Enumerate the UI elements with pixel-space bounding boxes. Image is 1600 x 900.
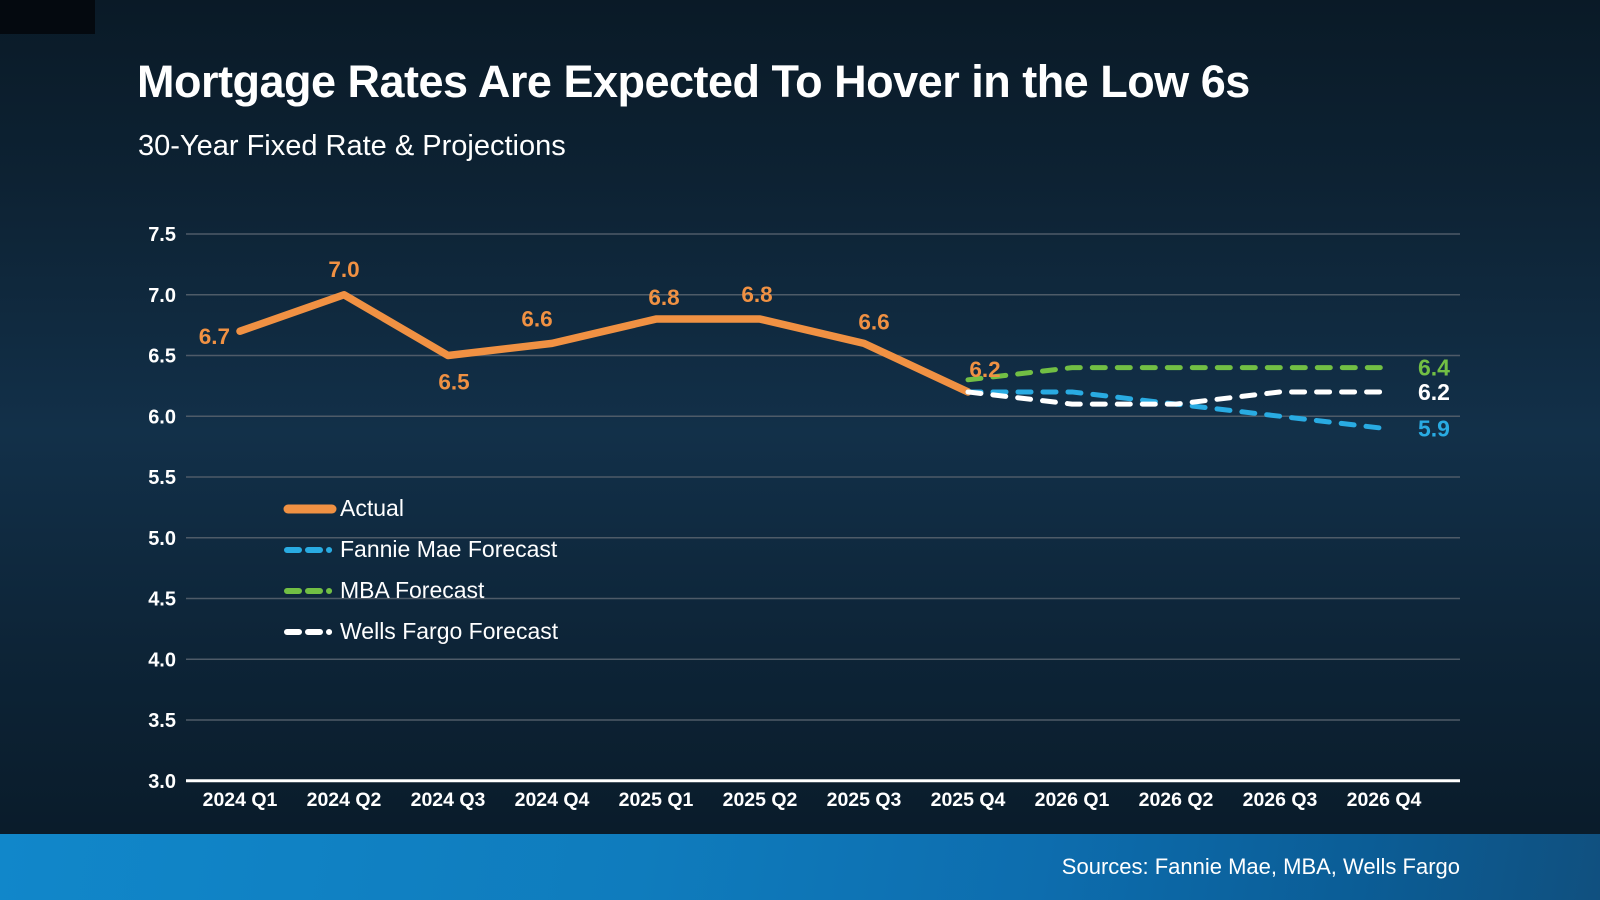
y-tick-label: 5.5 <box>148 467 176 489</box>
chart-legend: Actual Fannie Mae Forecast MBA Forecast … <box>283 488 558 652</box>
page-title: Mortgage Rates Are Expected To Hover in … <box>137 56 1250 107</box>
data-label: 6.8 <box>741 282 772 307</box>
legend-item-actual: Actual <box>283 488 558 529</box>
y-tick-label: 4.5 <box>148 589 176 611</box>
fannie-mae-dashed-swatch-icon <box>284 546 338 553</box>
end-value-label-mba-forecast: 6.4 <box>1418 355 1450 381</box>
end-value-label-fannie-mae-forecast: 5.9 <box>1418 415 1450 441</box>
series-line-mba-forecast <box>965 365 1387 383</box>
actual-line-swatch-icon <box>283 504 337 513</box>
y-tick-label: 5.0 <box>148 528 176 550</box>
footer-bar: Sources: Fannie Mae, MBA, Wells Fargo <box>0 834 1600 900</box>
x-tick-label: 2026 Q1 <box>1035 789 1110 811</box>
legend-label-wells-fargo: Wells Fargo Forecast <box>340 618 559 644</box>
legend-label-fannie-mae: Fannie Mae Forecast <box>340 536 558 562</box>
x-tick-label: 2025 Q3 <box>827 789 902 811</box>
y-tick-label: 6.0 <box>148 406 176 428</box>
x-tick-label: 2024 Q3 <box>411 789 486 811</box>
legend-item-mba: MBA Forecast <box>283 570 558 611</box>
data-label: 6.5 <box>438 370 469 395</box>
wells-fargo-dashed-swatch-icon <box>284 628 338 635</box>
x-tick-label: 2025 Q4 <box>931 789 1006 811</box>
x-tick-label: 2025 Q1 <box>619 789 694 811</box>
x-tick-label: 2026 Q4 <box>1347 789 1422 811</box>
end-value-label-wells-fargo-forecast: 6.2 <box>1418 379 1450 405</box>
data-label: 7.0 <box>328 257 359 282</box>
y-tick-label: 4.0 <box>148 649 176 671</box>
y-tick-label: 7.0 <box>148 285 176 307</box>
y-tick-label: 3.5 <box>148 710 176 732</box>
legend-label-mba: MBA Forecast <box>340 577 485 603</box>
legend-item-wells-fargo: Wells Fargo Forecast <box>283 611 558 652</box>
x-tick-label: 2026 Q2 <box>1139 789 1214 811</box>
mba-dashed-swatch-icon <box>284 587 338 594</box>
data-label: 6.6 <box>521 306 552 331</box>
data-label: 6.6 <box>858 309 889 334</box>
page-subtitle: 30-Year Fixed Rate & Projections <box>138 130 566 162</box>
data-label: 6.8 <box>648 285 679 310</box>
x-tick-label: 2026 Q3 <box>1243 789 1318 811</box>
series-line-actual <box>236 291 972 396</box>
y-tick-label: 3.0 <box>148 771 176 793</box>
x-tick-label: 2024 Q4 <box>515 789 590 811</box>
data-label: 6.2 <box>969 357 1000 382</box>
top-left-dark-patch <box>0 0 95 34</box>
x-tick-label: 2025 Q2 <box>723 789 798 811</box>
x-tick-label: 2024 Q2 <box>307 789 382 811</box>
y-tick-label: 6.5 <box>148 346 176 368</box>
y-tick-label: 7.5 <box>148 224 176 246</box>
data-label: 6.7 <box>199 324 230 349</box>
sources-text: Sources: Fannie Mae, MBA, Wells Fargo <box>1061 854 1460 879</box>
x-tick-label: 2024 Q1 <box>203 789 278 811</box>
legend-label-actual: Actual <box>340 495 404 521</box>
legend-item-fannie-mae: Fannie Mae Forecast <box>283 529 558 570</box>
series-line-wells-fargo-forecast <box>965 389 1387 407</box>
